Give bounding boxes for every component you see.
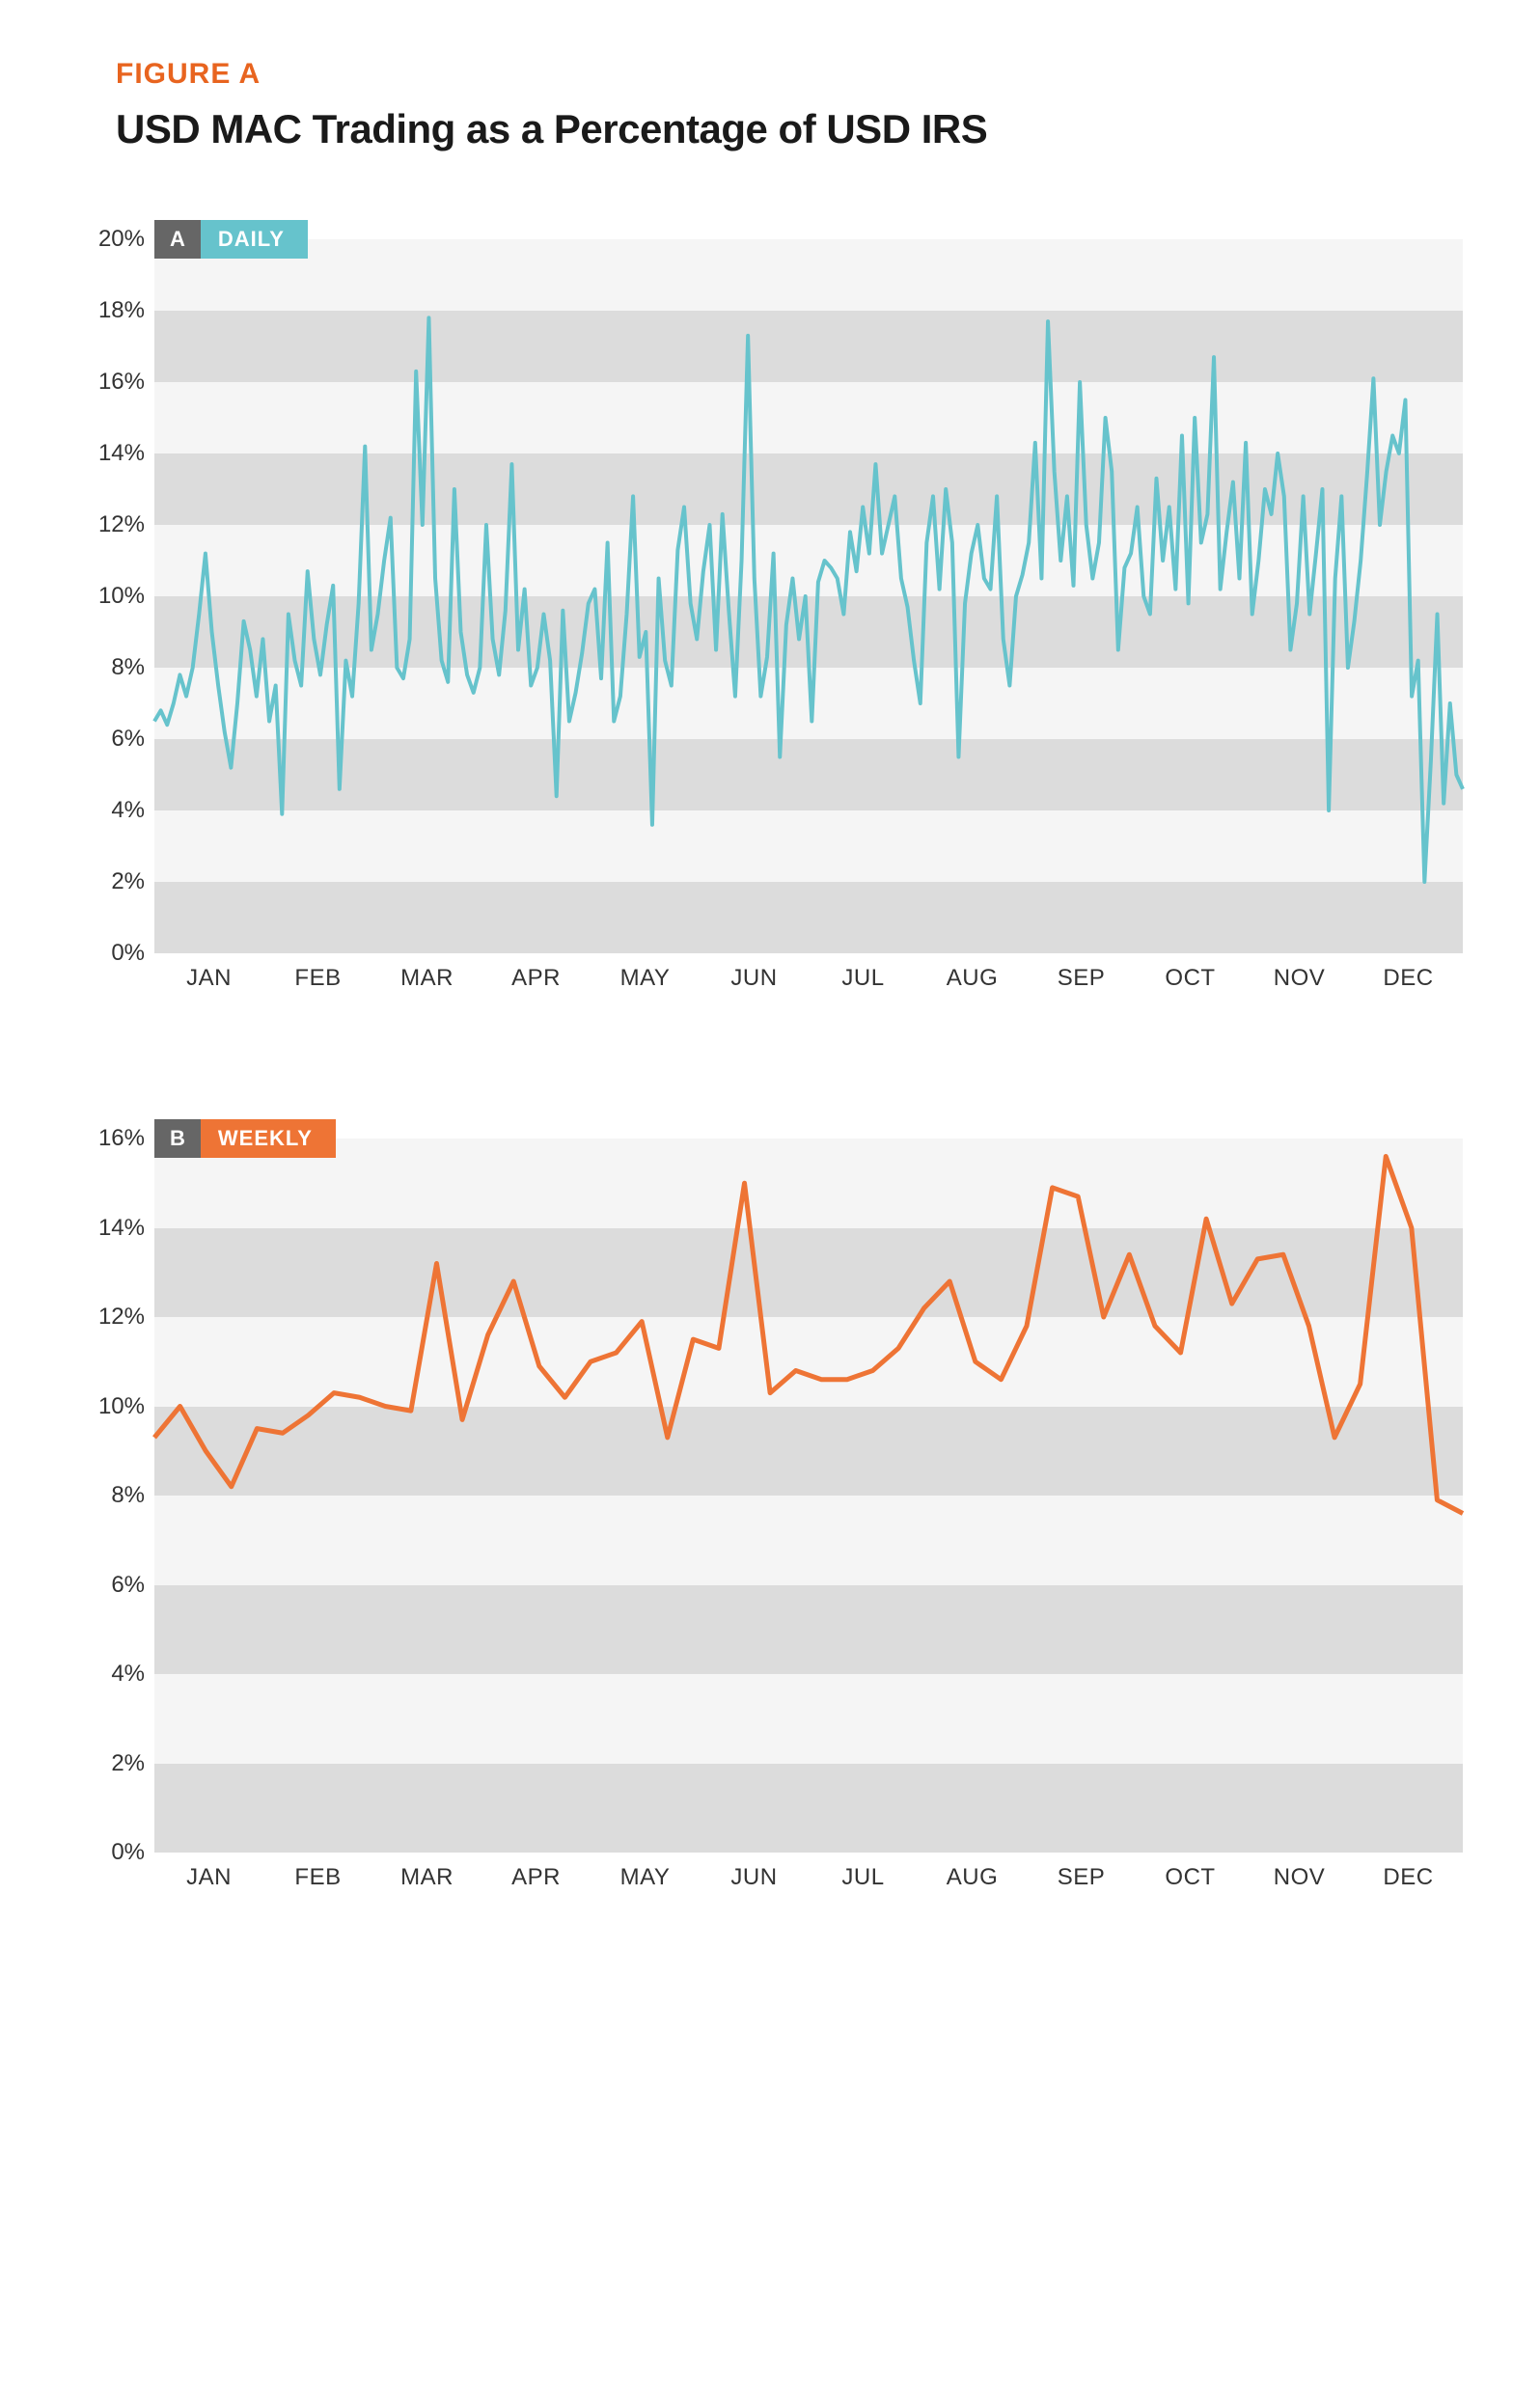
x-tick-label: JAN — [186, 1864, 232, 1891]
x-tick-label: NOV — [1274, 1864, 1326, 1891]
panel-label-a: DAILY — [201, 220, 308, 259]
x-axis-a: JAN FEB MAR APR MAY JUN JUL AUG SEP OCT NOV DEC — [154, 965, 1463, 1003]
y-tick-label: 4% — [111, 1661, 145, 1688]
y-tick-label: 14% — [98, 440, 145, 467]
y-tick-label: 8% — [111, 1482, 145, 1509]
chart-a: A DAILY 0%2%4%6%8%10%12%14%16%18%20% JAN… — [77, 239, 1463, 1003]
x-tick-label: OCT — [1165, 1864, 1215, 1891]
y-tick-label: 12% — [98, 1304, 145, 1331]
x-tick-label: OCT — [1165, 965, 1215, 992]
chart-line — [154, 239, 1463, 953]
y-tick-label: 6% — [111, 1572, 145, 1599]
x-tick-label: AUG — [947, 965, 999, 992]
panel-letter-a: A — [154, 220, 201, 259]
x-tick-label: APR — [511, 1864, 561, 1891]
chart-b: B WEEKLY 0%2%4%6%8%10%12%14%16% JANFEBMA… — [77, 1139, 1463, 1903]
y-tick-label: 0% — [111, 940, 145, 967]
y-tick-label: 12% — [98, 511, 145, 538]
x-tick-label: JUN — [730, 1864, 777, 1891]
chart-line — [154, 1139, 1463, 1853]
plot-area-b — [154, 1139, 1463, 1853]
plot-area-a — [154, 239, 1463, 953]
figure-title: USD MAC Trading as a Percentage of USD I… — [116, 106, 1463, 152]
x-tick-label: DEC — [1383, 1864, 1433, 1891]
x-tick-label: FEB — [294, 1864, 341, 1891]
y-tick-label: 16% — [98, 1125, 145, 1152]
x-tick-label: MAY — [620, 965, 671, 992]
x-tick-label: MAR — [400, 1864, 454, 1891]
panel-letter-b: B — [154, 1119, 201, 1158]
y-tick-label: 4% — [111, 797, 145, 824]
x-tick-label: APR — [511, 965, 561, 992]
figure-label: FIGURE A — [116, 58, 1463, 91]
x-tick-label: JUL — [841, 1864, 884, 1891]
x-tick-label: JAN — [186, 965, 232, 992]
x-tick-label: MAR — [400, 965, 454, 992]
y-tick-label: 8% — [111, 654, 145, 681]
y-tick-label: 14% — [98, 1215, 145, 1242]
y-tick-label: 6% — [111, 726, 145, 753]
x-tick-label: SEP — [1058, 1864, 1106, 1891]
y-tick-label: 10% — [98, 583, 145, 610]
panel-tab-a: A DAILY — [154, 220, 308, 259]
y-tick-label: 18% — [98, 297, 145, 324]
x-tick-label: JUN — [730, 965, 777, 992]
x-tick-label: DEC — [1383, 965, 1433, 992]
panel-label-b: WEEKLY — [201, 1119, 336, 1158]
y-axis-b: 0%2%4%6%8%10%12%14%16% — [77, 1139, 154, 1853]
x-tick-label: MAY — [620, 1864, 671, 1891]
y-tick-label: 10% — [98, 1393, 145, 1420]
y-tick-label: 0% — [111, 1839, 145, 1866]
panel-tab-b: B WEEKLY — [154, 1119, 336, 1158]
y-tick-label: 2% — [111, 868, 145, 895]
x-tick-label: FEB — [294, 965, 341, 992]
y-tick-label: 20% — [98, 226, 145, 253]
y-tick-label: 2% — [111, 1750, 145, 1777]
x-tick-label: NOV — [1274, 965, 1326, 992]
x-tick-label: SEP — [1058, 965, 1106, 992]
x-axis-b: JAN FEB MAR APR MAY JUN JUL AUG SEP OCT NOV DEC — [154, 1864, 1463, 1903]
y-tick-label: 16% — [98, 369, 145, 396]
x-tick-label: JUL — [841, 965, 884, 992]
y-axis-a: 0%2%4%6%8%10%12%14%16%18%20% — [77, 239, 154, 953]
x-tick-label: AUG — [947, 1864, 999, 1891]
